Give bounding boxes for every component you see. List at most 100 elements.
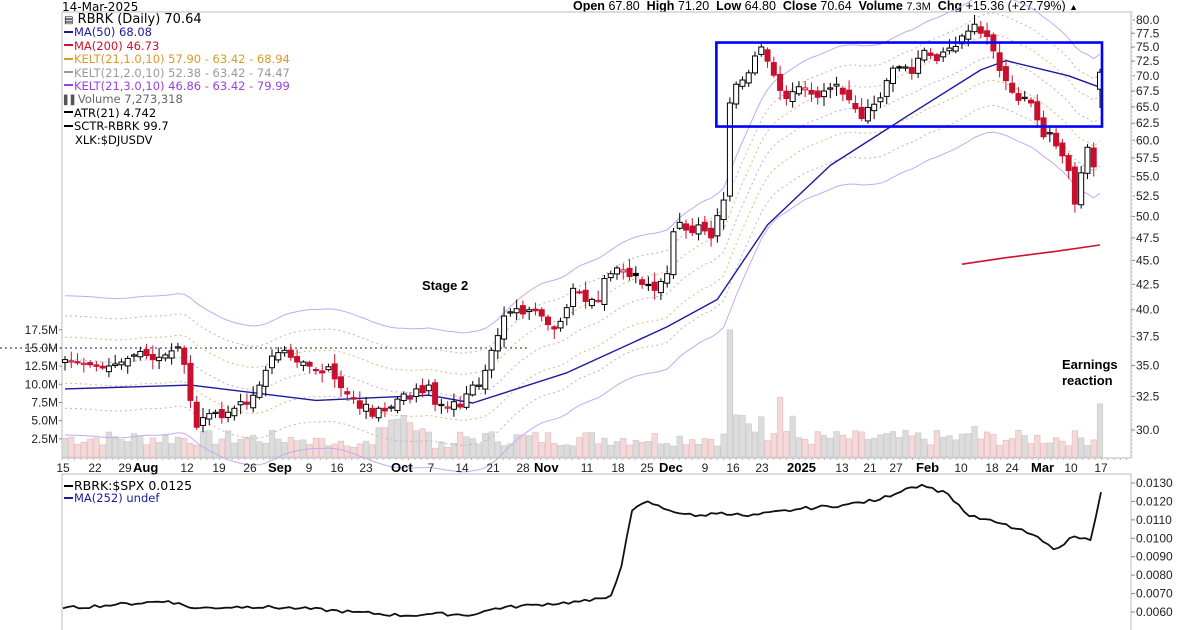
- x-axis-label: 9: [702, 461, 709, 475]
- price-axis-label: 40.0: [1136, 303, 1160, 317]
- x-axis-label: Nov: [534, 460, 559, 475]
- price-axis-label: 52.5: [1136, 189, 1160, 203]
- x-axis-label: 16: [330, 461, 344, 475]
- volume-value: 7.3M: [906, 1, 931, 13]
- x-axis-label: 19: [212, 461, 226, 475]
- x-axis-label: 21: [486, 461, 500, 475]
- line-swatch-icon: [64, 124, 73, 127]
- x-axis-label: Sep: [268, 460, 292, 475]
- ma200-line: [961, 244, 1101, 265]
- ratio-line: [62, 483, 1102, 618]
- price-axis-label: 42.5: [1136, 277, 1160, 291]
- price-axis-label: 32.5: [1136, 390, 1160, 404]
- low-label: Low: [716, 0, 742, 13]
- x-axis-label: 18: [611, 461, 625, 475]
- keltner-1-band: [64, 79, 1101, 421]
- volume-bars-icon: ▌▌: [64, 96, 78, 107]
- consolidation-box: [715, 41, 1104, 128]
- x-axis-label: Dec: [659, 460, 683, 475]
- price-axis-label: 65.0: [1136, 100, 1160, 114]
- volume-axis-label: 7.5M: [31, 395, 58, 409]
- price-axis-label: 80.0: [1136, 13, 1160, 27]
- legend-item-sector: XLK:$DJUSDV: [75, 132, 153, 147]
- high-value: 71.20: [677, 0, 710, 13]
- legend-item-ma252: MA(252) undef: [64, 492, 192, 505]
- x-axis-label: 28: [516, 461, 530, 475]
- price-legend: ▤ RBRK (Daily) 70.64 MA(50) 68.08 MA(200…: [64, 13, 290, 147]
- line-swatch-icon: [64, 57, 73, 60]
- price-axis-label: 35.0: [1136, 359, 1160, 373]
- volume-axis-label: 12.5M: [25, 359, 58, 373]
- stage2-annotation: Stage 2: [422, 278, 469, 293]
- x-axis-label: 15: [56, 461, 70, 475]
- price-axis-label: 77.5: [1136, 26, 1160, 40]
- x-axis-label: 11: [581, 461, 594, 475]
- x-axis-label: 24: [1005, 461, 1019, 475]
- legend-item-ma200: MA(200) 46.73: [64, 39, 290, 53]
- high-label: High: [646, 0, 675, 13]
- x-axis-label: 16: [726, 461, 740, 475]
- ratio-axis-label: 0.0120: [1136, 494, 1173, 508]
- x-axis-label: 23: [359, 461, 373, 475]
- x-axis-label: 9: [306, 461, 313, 475]
- keltner-3-band: [64, 0, 1101, 334]
- ratio-axis-label: 0.0100: [1136, 531, 1173, 545]
- legend-item-kelt1: KELT(21,1.0,10) 57.90 - 63.42 - 68.94: [64, 52, 290, 66]
- legend-item-ratio: RBRK:$SPX 0.0125: [64, 479, 192, 492]
- price-panel-frame: [61, 11, 1132, 459]
- price-axis-label: 72.5: [1136, 54, 1160, 68]
- line-swatch-icon: [64, 484, 73, 487]
- legend-item-ma50: MA(50) 68.08: [64, 26, 290, 39]
- x-axis-label: 21: [863, 461, 877, 475]
- x-axis-label: 12: [180, 461, 194, 475]
- x-axis-label: 29: [118, 461, 132, 475]
- x-axis-label: 2025: [787, 460, 816, 475]
- close-label: Close: [782, 0, 817, 13]
- keltner-2-band: [64, 12, 1101, 354]
- keltner-2-band: [64, 104, 1101, 446]
- keltner-1-band: [64, 33, 1101, 375]
- x-axis-label: 10: [1064, 461, 1078, 475]
- price-axis-label: 57.5: [1136, 151, 1160, 165]
- price-axis-label: 55.0: [1136, 170, 1160, 184]
- close-value: 70.64: [820, 0, 852, 13]
- legend-item-sctr: SCTR-RBRK 99.7: [64, 119, 290, 133]
- line-swatch-icon: [64, 111, 73, 114]
- ratio-legend: RBRK:$SPX 0.0125 MA(252) undef: [64, 479, 192, 506]
- x-axis-label: Mar: [1031, 460, 1054, 475]
- ratio-axis-label: 0.0060: [1136, 605, 1173, 619]
- keltner-3-band: [64, 131, 1101, 473]
- x-axis-label: 25: [640, 461, 654, 475]
- legend-item-kelt2: KELT(21,2.0,10) 52.38 - 63.42 - 74.47: [64, 66, 290, 80]
- legend-item-volume: ▌▌Volume 7,273,318: [64, 92, 183, 107]
- x-axis-label: 14: [455, 461, 469, 475]
- volume-axis-label: 17.5M: [25, 323, 58, 337]
- line-swatch-icon: [64, 44, 73, 47]
- volume-axis-label: 10.0M: [25, 377, 58, 391]
- price-axis-label: 30.0: [1136, 423, 1160, 437]
- x-axis-label: 13: [835, 461, 849, 475]
- price-axis-label: 62.5: [1136, 116, 1160, 130]
- price-axis-label: 67.5: [1136, 84, 1160, 98]
- x-axis-label: Aug: [133, 460, 158, 475]
- price-axis-label: 60.0: [1136, 133, 1160, 147]
- x-axis-label: Feb: [916, 460, 939, 475]
- price-axis-label: 50.0: [1136, 209, 1160, 223]
- ratio-panel-frame: [61, 473, 1132, 630]
- line-swatch-icon: [64, 30, 73, 33]
- ratio-axis-label: 0.0130: [1136, 476, 1173, 490]
- x-axis-label: 7: [428, 461, 435, 475]
- price-axis-label: 47.5: [1136, 231, 1160, 245]
- line-swatch-icon: [64, 496, 73, 499]
- price-axis-label: 70.0: [1136, 69, 1160, 83]
- open-label: Open: [573, 0, 605, 13]
- legend-item-atr: ATR(21) 4.742: [64, 106, 290, 120]
- x-axis-label: 26: [243, 461, 257, 475]
- ohlc-summary: Open 67.80 High 71.20 Low 64.80 Close 70…: [573, 0, 1078, 13]
- candlestick-icon: ▤: [64, 15, 74, 26]
- candlesticks: [62, 14, 1103, 433]
- earnings-annotation: Earnings reaction: [1062, 357, 1118, 388]
- up-triangle-icon: ▲: [1069, 2, 1079, 12]
- volume-bars: [61, 329, 1104, 458]
